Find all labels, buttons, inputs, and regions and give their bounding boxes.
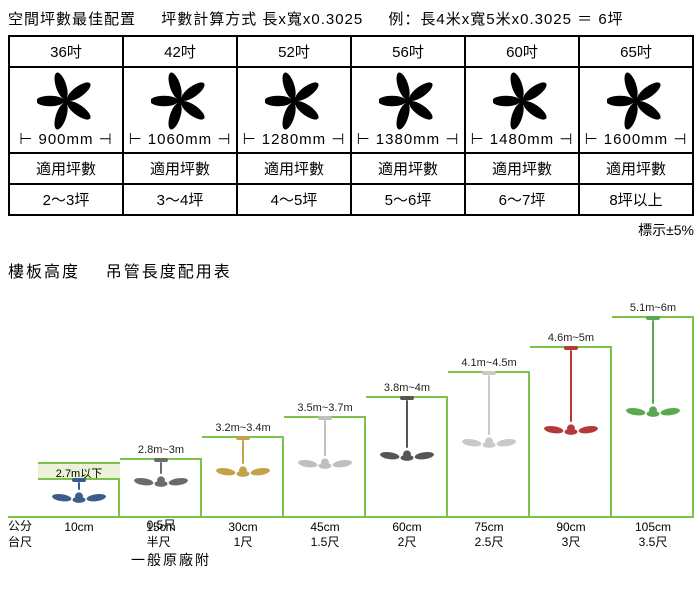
fan-icon-cell: ⊢ 1600mm ⊣	[579, 67, 693, 153]
apply-cell: 2～3坪	[9, 184, 123, 215]
apply-cell: 4～5坪	[237, 184, 351, 215]
header-example: 例：長4米x寬5米x0.3025 ＝ 6坪	[388, 11, 623, 28]
ceiling-label: 2.8m~3m	[138, 444, 184, 456]
span-label: ⊢ 1380mm ⊣	[354, 130, 462, 148]
row-sizes: 36吋42吋52吋56吋60吋65吋	[9, 36, 693, 67]
fan-rod	[78, 482, 80, 490]
apply-cell: 5～6坪	[351, 184, 465, 215]
header-calc: 坪數計算方式 長x寬x0.3025	[161, 11, 363, 28]
row-apply-label: 適用坪數適用坪數適用坪數適用坪數適用坪數適用坪數	[9, 153, 693, 184]
fan-top-icon	[12, 72, 120, 130]
fan-icon-cell: ⊢ 1480mm ⊣	[465, 67, 579, 153]
fan-side-icon	[134, 458, 188, 488]
fan-top-icon	[126, 72, 234, 130]
sec2-title-a: 樓板高度	[8, 264, 80, 281]
apply-label-cell: 適用坪數	[351, 153, 465, 184]
fan-rod	[406, 400, 408, 448]
baseline	[8, 516, 694, 518]
tolerance-note: 標示±5%	[8, 220, 694, 240]
row-apply: 2～3坪3～4坪4～5坪5～6坪6～7坪8坪以上	[9, 184, 693, 215]
downrod-section: 樓板高度 吊管長度配用表 公分 台尺 2.7m以下 10cm2.8m~3m 15…	[8, 258, 694, 546]
ceiling-label: 3.5m~3.7m	[297, 402, 352, 414]
size-cell: 36吋	[9, 36, 123, 67]
apply-label-cell: 適用坪數	[237, 153, 351, 184]
tc-label: 2尺	[398, 533, 417, 550]
apply-cell: 3～4坪	[123, 184, 237, 215]
size-cell: 60吋	[465, 36, 579, 67]
size-cell: 65吋	[579, 36, 693, 67]
fan-icon-cell: ⊢ 1380mm ⊣	[351, 67, 465, 153]
row-icons: ⊢ 900mm ⊣ ⊢ 1060mm ⊣ ⊢ 1280mm ⊣ ⊢ 1380mm…	[9, 67, 693, 153]
fan-side-icon	[626, 316, 680, 418]
cm-label: 45cm	[310, 520, 339, 534]
sec2-title-b: 吊管長度配用表	[106, 264, 232, 281]
tc-label: 2.5尺	[475, 533, 504, 550]
size-cell: 56吋	[351, 36, 465, 67]
fan-icon-cell: ⊢ 1280mm ⊣	[237, 67, 351, 153]
ceiling-label: 4.6m~5m	[548, 332, 594, 344]
tc-label: 1尺	[234, 533, 253, 550]
apply-label-cell: 適用坪數	[465, 153, 579, 184]
cm-label: 75cm	[474, 520, 503, 534]
tc-label: 0.5尺半尺	[147, 516, 176, 550]
axis-label-cm: 公分	[8, 517, 32, 534]
tc-label: 3尺	[562, 533, 581, 550]
fan-rod	[488, 375, 490, 435]
fan-top-icon	[582, 72, 690, 130]
sec2-title: 樓板高度 吊管長度配用表	[8, 258, 694, 282]
size-cell: 42吋	[123, 36, 237, 67]
fan-side-icon	[380, 396, 434, 462]
fan-rod	[324, 420, 326, 456]
sizing-table: 36吋42吋52吋56吋60吋65吋 ⊢ 900mm ⊣ ⊢ 1060mm ⊣ …	[8, 35, 694, 216]
cm-label: 90cm	[556, 520, 585, 534]
fan-rod	[652, 320, 654, 404]
fan-side-icon	[216, 436, 270, 478]
span-label: ⊢ 1280mm ⊣	[240, 130, 348, 148]
size-cell: 52吋	[237, 36, 351, 67]
fan-top-icon	[354, 72, 462, 130]
header-line: 空間坪數最佳配置 坪數計算方式 長x寬x0.3025 例：長4米x寬5米x0.3…	[8, 8, 692, 29]
cm-label: 30cm	[228, 520, 257, 534]
fan-rod	[570, 350, 572, 422]
fan-icon-cell: ⊢ 900mm ⊣	[9, 67, 123, 153]
fan-rod	[242, 440, 244, 464]
span-label: ⊢ 1600mm ⊣	[582, 130, 690, 148]
apply-label-cell: 適用坪數	[123, 153, 237, 184]
steps-diagram: 公分 台尺 2.7m以下 10cm2.8m~3m 15cm0.5尺半尺3.2m~…	[8, 286, 694, 546]
header-title: 空間坪數最佳配置	[8, 11, 136, 28]
cm-label: 105cm	[635, 520, 671, 534]
ceiling-label: 4.1m~4.5m	[461, 357, 516, 369]
fan-side-icon	[462, 371, 516, 449]
apply-label-cell: 適用坪數	[9, 153, 123, 184]
fan-rod	[160, 462, 162, 474]
ceiling-label: 5.1m~6m	[630, 302, 676, 314]
span-label: ⊢ 1060mm ⊣	[126, 130, 234, 148]
apply-cell: 6～7坪	[465, 184, 579, 215]
ceiling-label: 3.2m~3.4m	[215, 422, 270, 434]
ceiling-label: 2.7m以下	[38, 462, 120, 478]
tc-label: 3.5尺	[639, 533, 668, 550]
apply-cell: 8坪以上	[579, 184, 693, 215]
axis-label-tc: 台尺	[8, 533, 32, 550]
apply-label-cell: 適用坪數	[579, 153, 693, 184]
fan-top-icon	[240, 72, 348, 130]
fan-top-icon	[468, 72, 576, 130]
oem-note: 一般原廠附	[131, 550, 211, 570]
cm-label: 60cm	[392, 520, 421, 534]
tc-label: 1.5尺	[311, 533, 340, 550]
ceiling-label: 3.8m~4m	[384, 382, 430, 394]
cm-label: 10cm	[64, 520, 93, 534]
span-label: ⊢ 900mm ⊣	[12, 130, 120, 148]
fan-side-icon	[298, 416, 352, 470]
span-label: ⊢ 1480mm ⊣	[468, 130, 576, 148]
fan-icon-cell: ⊢ 1060mm ⊣	[123, 67, 237, 153]
fan-side-icon	[52, 478, 106, 504]
fan-side-icon	[544, 346, 598, 436]
